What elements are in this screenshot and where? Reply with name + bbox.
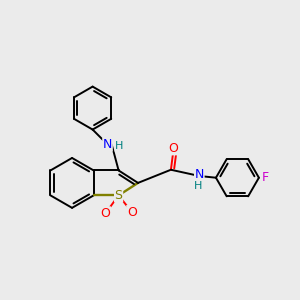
Text: O: O <box>127 206 137 218</box>
Text: N: N <box>195 168 204 181</box>
Text: H: H <box>115 141 124 151</box>
Text: N: N <box>103 138 112 151</box>
Text: F: F <box>262 171 269 184</box>
Text: H: H <box>194 182 202 191</box>
Text: O: O <box>169 142 178 155</box>
Text: S: S <box>115 189 123 202</box>
Text: O: O <box>100 207 110 220</box>
